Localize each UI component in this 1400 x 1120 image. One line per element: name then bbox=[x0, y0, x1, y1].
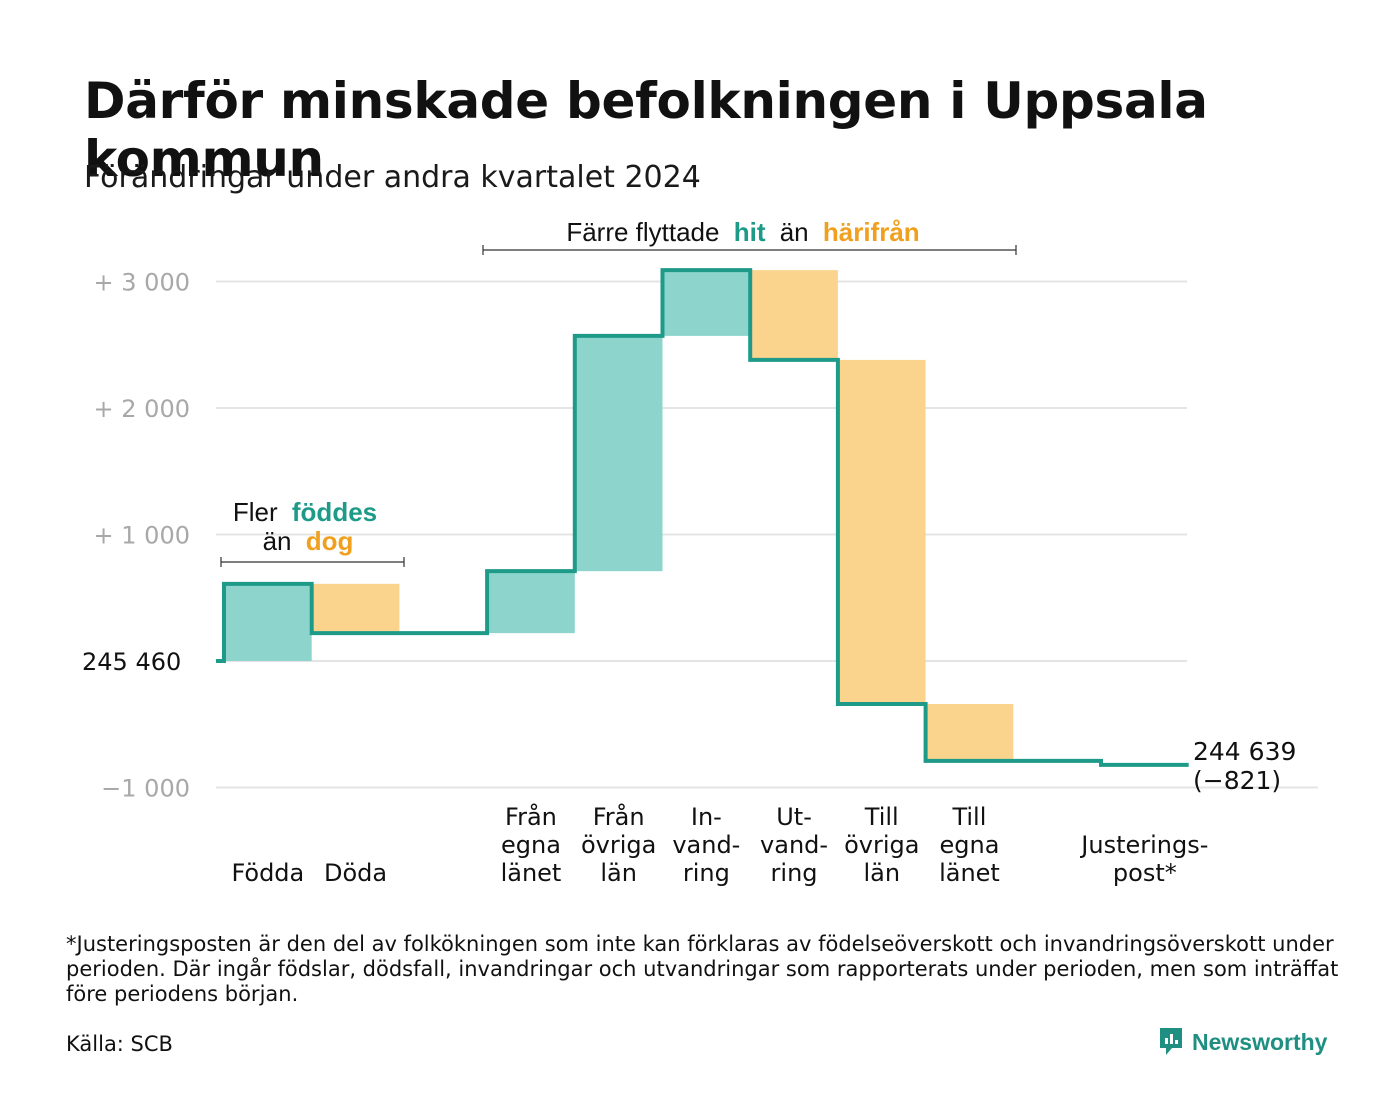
newsworthy-logo-icon bbox=[1160, 1028, 1182, 1055]
annotation-births-deaths-line1: Fler föddes bbox=[233, 497, 377, 527]
x-tick-label: Döda bbox=[324, 859, 387, 887]
brand: Newsworthy bbox=[1158, 1026, 1327, 1058]
annotation-farre-flyttade: Färre flyttade bbox=[566, 217, 719, 247]
bar-increase bbox=[662, 270, 751, 336]
footnote: *Justeringsposten är den del av folkökni… bbox=[66, 932, 1339, 1006]
annotation-harifran: härifrån bbox=[823, 217, 920, 247]
annotation-dog: dog bbox=[306, 526, 354, 556]
annotation-fler: Fler bbox=[233, 497, 278, 527]
x-tick-label: Från bbox=[505, 802, 557, 831]
x-tick-label: Från bbox=[593, 802, 645, 831]
x-tick-label: län bbox=[863, 859, 900, 887]
x-tick-label: Justerings- bbox=[1079, 831, 1208, 859]
x-tick-label: Till bbox=[951, 803, 986, 831]
x-tick-label: övriga bbox=[844, 831, 919, 859]
x-tick-label: ring bbox=[771, 859, 818, 887]
x-tick-label: vand- bbox=[672, 831, 740, 859]
brand-name: Newsworthy bbox=[1192, 1028, 1328, 1055]
x-tick-label: Till bbox=[864, 803, 899, 831]
y-tick-label: + 2 000 bbox=[94, 395, 190, 423]
chart-title: Därför minskade befolkningen i Uppsala k… bbox=[84, 72, 1208, 188]
bar-increase bbox=[224, 583, 312, 661]
x-tick-label: länet bbox=[501, 859, 562, 887]
start-value-label: 245 460 bbox=[82, 648, 181, 676]
bar-decrease bbox=[311, 583, 400, 634]
y-tick-label: + 1 000 bbox=[94, 522, 190, 550]
x-tick-labels: Födda DödaFrånegnalänetFrånövrigalänIn-va… bbox=[231, 802, 1208, 887]
cumulative-step-line bbox=[216, 268, 1189, 767]
x-tick-label: egna bbox=[501, 831, 561, 859]
x-tick-label: In- bbox=[691, 803, 722, 831]
annotation-an-2: än bbox=[780, 217, 809, 247]
bar-increase bbox=[574, 335, 663, 572]
y-tick-label: + 3 000 bbox=[94, 269, 190, 297]
x-tick-label: vand- bbox=[760, 831, 828, 859]
annotation-hit: hit bbox=[734, 217, 766, 247]
bar-increase bbox=[487, 571, 575, 634]
x-tick-label: län bbox=[600, 859, 637, 887]
grid-lines bbox=[216, 280, 1318, 789]
bars bbox=[224, 270, 1014, 761]
bar-decrease bbox=[750, 270, 838, 360]
annotation-bracket-births-deaths bbox=[220, 557, 405, 567]
annotation-births-deaths-line2: än dog bbox=[263, 526, 354, 556]
x-tick-label: länet bbox=[939, 859, 1000, 887]
bar-decrease bbox=[837, 359, 926, 705]
chart-subtitle: Förändringar under andra kvartalet 2024 bbox=[84, 160, 701, 195]
y-tick-label: −1 000 bbox=[101, 775, 190, 803]
source-label: Källa: SCB bbox=[66, 1032, 173, 1056]
x-tick-label: övriga bbox=[581, 831, 656, 859]
annotation-foddes: föddes bbox=[292, 497, 377, 527]
annotation-bracket-migration bbox=[482, 245, 1017, 255]
x-tick-label: Ut- bbox=[776, 803, 812, 831]
waterfall-chart: + 3 000 + 2 000 + 1 000 −1 000 Födda Döda Frå… bbox=[82, 217, 1318, 887]
y-tick-labels: + 3 000 + 2 000 + 1 000 −1 000 bbox=[94, 269, 190, 803]
annotation-an: än bbox=[263, 526, 292, 556]
x-tick-label: post* bbox=[1113, 859, 1177, 887]
end-change-label: (−821) bbox=[1193, 766, 1281, 795]
annotation-migration: Färre flyttade hit än härifrån bbox=[566, 217, 919, 247]
x-tick-label: egna bbox=[939, 831, 999, 859]
x-tick-label: Födda bbox=[231, 859, 304, 887]
bar-decrease bbox=[925, 704, 1014, 761]
end-value-label: 244 639 bbox=[1193, 737, 1296, 766]
x-tick-label: ring bbox=[683, 859, 730, 887]
